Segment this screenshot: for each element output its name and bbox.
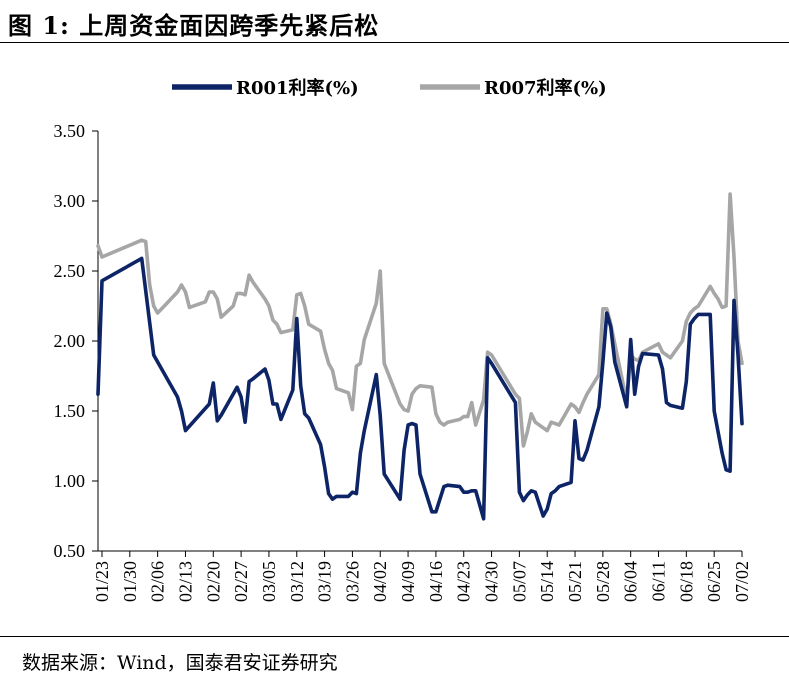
- y-tick-label: 3.50: [54, 121, 86, 141]
- chart-legend: R001利率(%) R007利率(%): [172, 77, 607, 99]
- y-tick-label: 0.50: [54, 541, 86, 561]
- y-tick-label: 2.50: [54, 261, 86, 281]
- y-tick-label: 2.00: [54, 331, 86, 351]
- x-tick-label: 02/06: [148, 561, 168, 602]
- x-tick-label: 05/14: [537, 561, 557, 602]
- x-tick-label: 05/28: [593, 561, 613, 602]
- x-tick-label: 01/23: [92, 561, 112, 602]
- x-tick-label: 05/21: [565, 561, 585, 602]
- title-rule: [0, 42, 789, 43]
- x-tick-label: 04/09: [398, 561, 418, 602]
- x-tick-label: 02/20: [203, 561, 223, 602]
- legend-label-r001: R001利率(%): [236, 77, 359, 99]
- x-tick-label: 03/12: [287, 561, 307, 602]
- x-tick-label: 06/25: [704, 561, 724, 602]
- x-tick-label: 05/07: [509, 561, 529, 602]
- x-tick-label: 04/16: [426, 561, 446, 602]
- figure-title: 图 1: 上周资金面因跨季先紧后松: [8, 11, 380, 40]
- x-tick-label: 03/19: [315, 561, 335, 602]
- y-axis: 0.50 1.00 1.50 2.00 2.50 3.00 3.50: [54, 121, 99, 561]
- series-line-r007: [96, 192, 744, 448]
- x-tick-label: 02/13: [175, 561, 195, 602]
- source-rule: [0, 636, 789, 637]
- x-tick-label: 06/11: [649, 561, 669, 601]
- x-tick-label: 04/23: [454, 561, 474, 602]
- x-tick-label: 03/26: [342, 561, 362, 602]
- series-layer: [96, 192, 744, 521]
- legend-label-r007: R007利率(%): [484, 77, 607, 99]
- source-note: 数据来源：Wind，国泰君安证券研究: [22, 652, 338, 674]
- y-tick-label: 3.00: [54, 191, 86, 211]
- x-tick-label: 06/18: [676, 561, 696, 602]
- x-axis: 01/23 01/30 02/06 02/13 02/20 02/27 03/05 03/12…: [92, 550, 752, 602]
- x-tick-label: 03/05: [259, 561, 279, 602]
- x-tick-label: 01/30: [120, 561, 140, 602]
- x-tick-label: 07/02: [732, 561, 752, 602]
- x-tick-label: 02/27: [231, 561, 251, 602]
- y-tick-label: 1.00: [54, 471, 86, 491]
- x-tick-label: 06/04: [621, 561, 641, 602]
- series-line-r001: [96, 256, 744, 521]
- x-tick-label: 04/02: [370, 561, 390, 602]
- line-chart: R001利率(%) R007利率(%) 0.50 1.00 1.50 2.00 2.50…: [54, 77, 753, 602]
- y-tick-label: 1.50: [54, 401, 86, 421]
- x-tick-label: 04/30: [482, 561, 502, 602]
